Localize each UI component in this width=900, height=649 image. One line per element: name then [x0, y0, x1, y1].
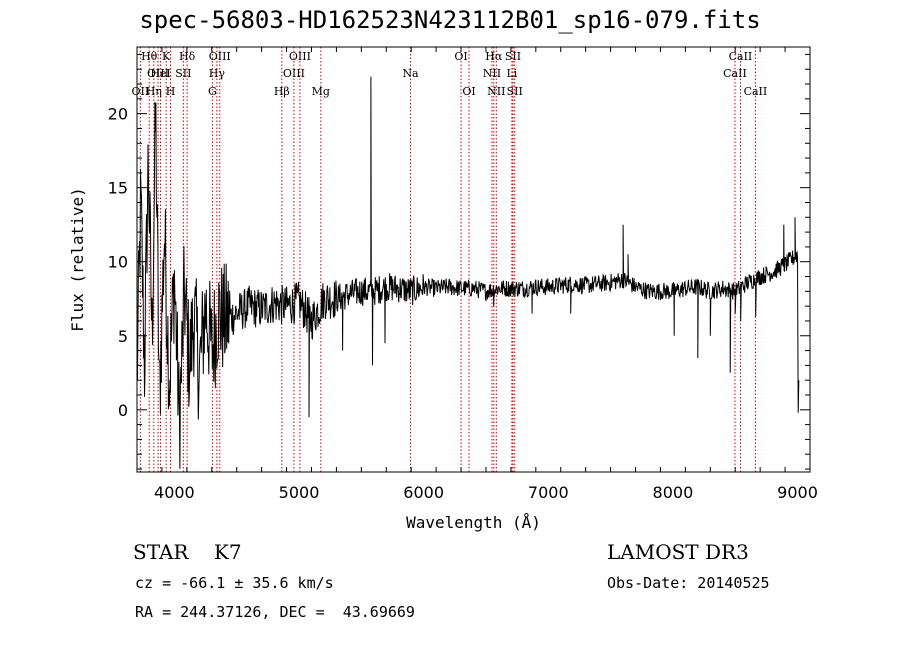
spectral-line-label-19: NII [483, 67, 501, 80]
y-tick-label-3: 15 [108, 179, 128, 198]
spectral-line-label-16: Na [402, 67, 419, 80]
x-tick-label-4: 8000 [653, 483, 694, 502]
redshift-readout: cz = -66.1 ± 35.6 km/s [135, 574, 334, 592]
spectral-line-label-15: Mg [312, 85, 330, 98]
y-tick-label-2: 10 [108, 253, 128, 272]
x-tick-label-0: 4000 [154, 483, 195, 502]
spectral-line-label-7: SII [175, 67, 191, 80]
spectral-line-labels: OIIHθHηOIIIHeIKHSIIHδGHγOIIIHβOIIIOIIIMg… [132, 50, 768, 98]
x-tick-label-1: 5000 [279, 483, 320, 502]
spectral-line-label-9: G [208, 85, 217, 98]
x-tick-label-2: 6000 [403, 483, 444, 502]
obs-date: Obs-Date: 20140525 [607, 574, 770, 592]
spectral-line-label-8: Hδ [179, 50, 196, 63]
spectral-line-label-14: OIII [289, 50, 311, 63]
spectral-line-label-2: Hη [146, 85, 162, 98]
spectral-line-label-25: CaII [723, 67, 747, 80]
spectral-line-label-23: Li [506, 67, 517, 80]
x-tick-label-5: 9000 [777, 483, 818, 502]
spectral-line-label-22: SII [505, 50, 521, 63]
y-tick-label-1: 5 [118, 327, 128, 346]
spectral-line-label-24: SII [507, 85, 523, 98]
x-axis-label: Wavelength (Å) [406, 513, 541, 532]
spectral-line-label-6: H [166, 85, 176, 98]
x-axis-ticks: 4000 5000 6000 7000 8000 9000 [136, 47, 818, 502]
spectral-line-label-1: Hθ [141, 50, 158, 63]
spectral-line-label-20: Hα [485, 50, 503, 63]
spectral-line-label-26: CaII [729, 50, 753, 63]
spectral-line-markers [139, 47, 756, 472]
spectral-line-label-5: K [162, 50, 171, 63]
x-tick-label-3: 7000 [528, 483, 569, 502]
plot-title: spec-56803-HD162523N423112B01_sp16-079.f… [139, 6, 761, 34]
plot-frame [136, 46, 811, 473]
flux-series-line [136, 76, 800, 469]
y-axis-label: Flux (relative) [68, 187, 87, 332]
spectral-line-label-18: OI [462, 85, 475, 98]
survey-name: LAMOST DR3 [607, 540, 749, 564]
object-class: STAR K7 [133, 540, 242, 564]
y-axis-ticks: 0 5 10 15 20 [108, 53, 810, 470]
spectral-line-label-10: Hγ [209, 67, 226, 80]
spectral-line-label-17: OI [454, 50, 467, 63]
coordinates: RA = 244.37126, DEC = 43.69669 [135, 603, 415, 621]
y-tick-label-4: 20 [108, 105, 128, 124]
spectral-line-label-4: HeI [150, 67, 170, 80]
spectral-line-label-12: Hβ [274, 85, 290, 98]
spectral-line-label-13: OIII [283, 67, 305, 80]
spectral-line-label-11: OIII [209, 50, 231, 63]
spectral-line-label-3: OIII [147, 67, 169, 80]
y-tick-label-0: 0 [118, 401, 128, 420]
spectral-line-label-27: CaII [744, 85, 768, 98]
spectral-line-label-0: OII [132, 85, 150, 98]
spectral-line-label-21: NII [487, 85, 505, 98]
